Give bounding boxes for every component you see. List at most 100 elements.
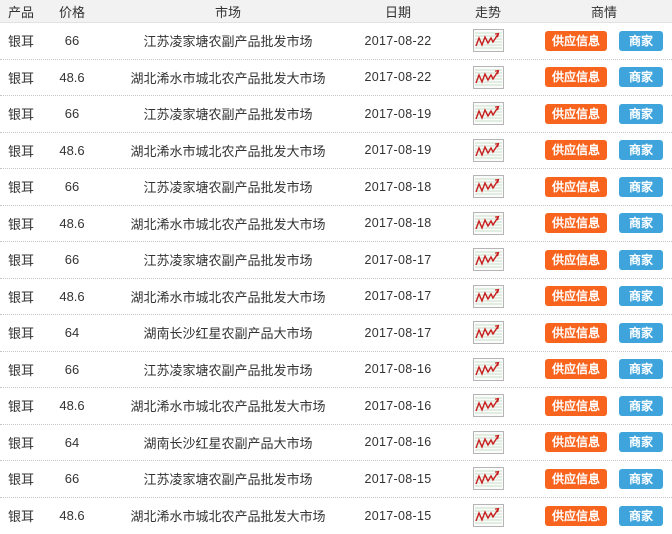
cell-market: 湖南长沙红星农副产品大市场 (143, 326, 313, 342)
cell-actions: 供应信息 商家 (536, 176, 672, 197)
merchant-button[interactable]: 商家 (619, 505, 664, 526)
trend-chart-icon[interactable] (472, 175, 504, 199)
merchant-button[interactable]: 商家 (619, 322, 664, 343)
cell-price: 66 (64, 106, 80, 122)
cell-price: 48.6 (59, 398, 85, 414)
cell-price: 66 (64, 179, 80, 195)
supply-info-button[interactable]: 供应信息 (544, 249, 607, 270)
column-header-business: 商情 (590, 4, 617, 20)
merchant-button[interactable]: 商家 (619, 395, 664, 416)
cell-product: 银耳 (8, 143, 35, 159)
cell-trend (440, 394, 536, 418)
cell-market: 江苏凌家塘农副产品批发市场 (143, 34, 313, 50)
supply-info-button[interactable]: 供应信息 (544, 359, 607, 380)
cell-trend (440, 138, 536, 162)
trend-chart-icon[interactable] (472, 504, 504, 528)
merchant-button[interactable]: 商家 (619, 30, 664, 51)
supply-info-button[interactable]: 供应信息 (544, 322, 607, 343)
cell-price: 48.6 (59, 69, 85, 85)
cell-date: 2017-08-18 (364, 179, 432, 194)
supply-info-button[interactable]: 供应信息 (544, 505, 607, 526)
cell-product: 银耳 (8, 216, 35, 232)
supply-info-button[interactable]: 供应信息 (544, 286, 607, 307)
cell-actions: 供应信息 商家 (536, 286, 672, 307)
cell-actions: 供应信息 商家 (536, 505, 672, 526)
cell-date: 2017-08-17 (364, 289, 432, 304)
supply-info-button[interactable]: 供应信息 (544, 213, 607, 234)
merchant-button[interactable]: 商家 (619, 176, 664, 197)
cell-market: 湖北浠水市城北农产品批发大市场 (130, 70, 326, 86)
trend-chart-icon[interactable] (472, 102, 504, 126)
cell-trend (440, 504, 536, 528)
trend-chart-icon[interactable] (472, 321, 504, 345)
supply-info-button[interactable]: 供应信息 (544, 30, 607, 51)
table-row: 银耳 48.6 湖北浠水市城北农产品批发大市场 2017-08-19 (0, 132, 672, 169)
trend-chart-icon[interactable] (472, 430, 504, 454)
trend-chart-icon[interactable] (472, 394, 504, 418)
merchant-button[interactable]: 商家 (619, 67, 664, 88)
table-row: 银耳 48.6 湖北浠水市城北农产品批发大市场 2017-08-17 (0, 278, 672, 315)
trend-chart-icon[interactable] (472, 65, 504, 89)
supply-info-button[interactable]: 供应信息 (544, 103, 607, 124)
merchant-button[interactable]: 商家 (619, 103, 664, 124)
cell-actions: 供应信息 商家 (536, 213, 672, 234)
merchant-button[interactable]: 商家 (619, 432, 664, 453)
cell-price: 48.6 (59, 142, 85, 158)
table-row: 银耳 64 湖南长沙红星农副产品大市场 2017-08-16 (0, 424, 672, 461)
column-header-market: 市场 (214, 4, 241, 20)
cell-product: 银耳 (8, 399, 35, 415)
cell-actions: 供应信息 商家 (536, 468, 672, 489)
cell-price: 66 (64, 252, 80, 268)
table-row: 银耳 48.6 湖北浠水市城北农产品批发大市场 2017-08-16 (0, 388, 672, 425)
cell-product: 银耳 (8, 435, 35, 451)
cell-product: 银耳 (8, 70, 35, 86)
trend-chart-icon[interactable] (472, 467, 504, 491)
merchant-button[interactable]: 商家 (619, 468, 664, 489)
cell-market: 江苏凌家塘农副产品批发市场 (143, 107, 313, 123)
supply-info-button[interactable]: 供应信息 (544, 67, 607, 88)
cell-date: 2017-08-22 (364, 70, 432, 85)
supply-info-button[interactable]: 供应信息 (544, 468, 607, 489)
cell-product: 银耳 (8, 326, 35, 342)
cell-price: 64 (64, 325, 80, 341)
cell-price: 48.6 (59, 215, 85, 231)
cell-date: 2017-08-19 (364, 143, 432, 158)
column-header-price: 价格 (58, 4, 85, 20)
cell-price: 66 (64, 471, 80, 487)
supply-info-button[interactable]: 供应信息 (544, 432, 607, 453)
cell-trend (440, 175, 536, 199)
merchant-button[interactable]: 商家 (619, 359, 664, 380)
cell-market: 江苏凌家塘农副产品批发市场 (143, 362, 313, 378)
trend-chart-icon[interactable] (472, 138, 504, 162)
trend-chart-icon[interactable] (472, 29, 504, 53)
cell-market: 湖北浠水市城北农产品批发大市场 (130, 509, 326, 525)
merchant-button[interactable]: 商家 (619, 286, 664, 307)
supply-info-button[interactable]: 供应信息 (544, 176, 607, 197)
trend-chart-icon[interactable] (472, 211, 504, 235)
merchant-button[interactable]: 商家 (619, 213, 664, 234)
cell-price: 66 (64, 361, 80, 377)
table-row: 银耳 66 江苏凌家塘农副产品批发市场 2017-08-17 (0, 242, 672, 279)
table-row: 银耳 66 江苏凌家塘农副产品批发市场 2017-08-19 (0, 96, 672, 133)
merchant-button[interactable]: 商家 (619, 249, 664, 270)
cell-date: 2017-08-17 (364, 325, 432, 340)
trend-chart-icon[interactable] (472, 357, 504, 381)
trend-chart-icon[interactable] (472, 284, 504, 308)
merchant-button[interactable]: 商家 (619, 140, 664, 161)
cell-trend (440, 29, 536, 53)
cell-actions: 供应信息 商家 (536, 30, 672, 51)
cell-market: 湖北浠水市城北农产品批发大市场 (130, 143, 326, 159)
supply-info-button[interactable]: 供应信息 (544, 395, 607, 416)
cell-price: 64 (64, 434, 80, 450)
trend-chart-icon[interactable] (472, 248, 504, 272)
supply-info-button[interactable]: 供应信息 (544, 140, 607, 161)
cell-actions: 供应信息 商家 (536, 322, 672, 343)
table-row: 银耳 48.6 湖北浠水市城北农产品批发大市场 2017-08-22 (0, 59, 672, 96)
cell-date: 2017-08-18 (364, 216, 432, 231)
cell-price: 66 (64, 33, 80, 49)
column-header-product: 产品 (8, 4, 35, 20)
cell-trend (440, 284, 536, 308)
column-header-trend: 走势 (474, 4, 501, 20)
cell-trend (440, 102, 536, 126)
cell-date: 2017-08-16 (364, 362, 432, 377)
